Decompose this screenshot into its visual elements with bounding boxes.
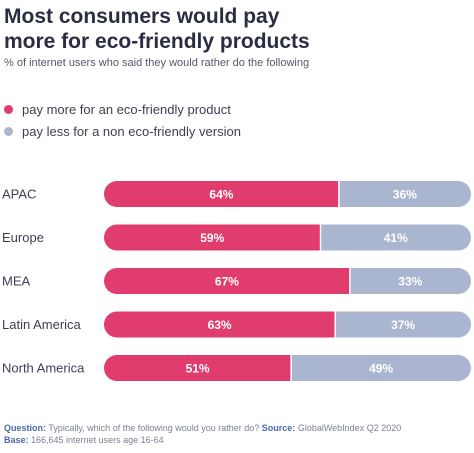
legend-swatch-pay-more bbox=[4, 104, 13, 114]
legend-item-pay-more: pay more for an eco-friendly product bbox=[4, 98, 241, 120]
data-label-north-america-pay-less: 49% bbox=[369, 362, 393, 376]
bar-north-america-pay-more bbox=[104, 355, 292, 381]
chart-title-line-2: more for eco-friendly products bbox=[4, 30, 310, 53]
data-label-apac-pay-less: 36% bbox=[393, 188, 417, 202]
data-label-europe-pay-less: 41% bbox=[384, 231, 408, 245]
bar-apac-pay-less bbox=[338, 181, 471, 207]
footer-line-1: Question: Typically, which of the follow… bbox=[4, 422, 401, 434]
category-label-europe: Europe bbox=[2, 230, 44, 245]
legend-item-pay-less: pay less for a non eco-friendly version bbox=[4, 120, 241, 142]
bar-north-america-pay-less bbox=[291, 355, 471, 381]
stacked-bar-chart: APAC 64% 36% Europe 59% 41% MEA 67% 33% Latin Ame… bbox=[2, 181, 471, 381]
data-label-mea-pay-more: 67% bbox=[215, 275, 239, 289]
bar-mea-pay-more bbox=[104, 268, 350, 294]
bar-europe-pay-more bbox=[104, 224, 321, 251]
chart-subtitle: % of internet users who said they would … bbox=[4, 57, 310, 69]
legend-label-pay-more: pay more for an eco-friendly product bbox=[22, 101, 231, 117]
legend: pay more for an eco-friendly product pay… bbox=[4, 98, 241, 142]
bar-apac-pay-more bbox=[104, 181, 339, 207]
data-label-apac-pay-more: 64% bbox=[209, 188, 233, 202]
base-text: 166,645 internet users age 16-64 bbox=[28, 435, 164, 445]
footer: Question: Typically, which of the follow… bbox=[4, 422, 401, 446]
base-label: Base: bbox=[4, 435, 29, 445]
bar-mea-pay-less bbox=[349, 268, 471, 294]
data-label-europe-pay-more: 59% bbox=[200, 231, 224, 245]
source-label: Source: bbox=[259, 423, 296, 433]
data-label-mea-pay-less: 33% bbox=[398, 275, 422, 289]
bar-europe-pay-less bbox=[320, 224, 471, 251]
data-label-north-america-pay-more: 51% bbox=[186, 362, 210, 376]
footer-line-2: Base: 166,645 internet users age 16-64 bbox=[4, 434, 401, 446]
legend-swatch-pay-less bbox=[4, 126, 13, 136]
chart-title-line-1: Most consumers would pay bbox=[4, 5, 280, 28]
bar-latin-america-pay-more bbox=[104, 311, 336, 338]
category-label-apac: APAC bbox=[2, 187, 36, 202]
category-label-north-america: North America bbox=[2, 361, 85, 376]
data-label-latin-america-pay-less: 37% bbox=[391, 318, 415, 332]
question-label: Question: bbox=[4, 423, 46, 433]
bar-latin-america-pay-less bbox=[335, 311, 471, 338]
category-label-mea: MEA bbox=[2, 274, 31, 289]
category-label-latin-america: Latin America bbox=[2, 317, 82, 332]
legend-label-pay-less: pay less for a non eco-friendly version bbox=[22, 123, 241, 139]
data-label-latin-america-pay-more: 63% bbox=[208, 318, 232, 332]
chart-title: Most consumers would pay more for eco-fr… bbox=[4, 4, 470, 54]
source-text: GlobalWebIndex Q2 2020 bbox=[295, 423, 402, 433]
question-text: Typically, which of the following would … bbox=[46, 423, 260, 433]
